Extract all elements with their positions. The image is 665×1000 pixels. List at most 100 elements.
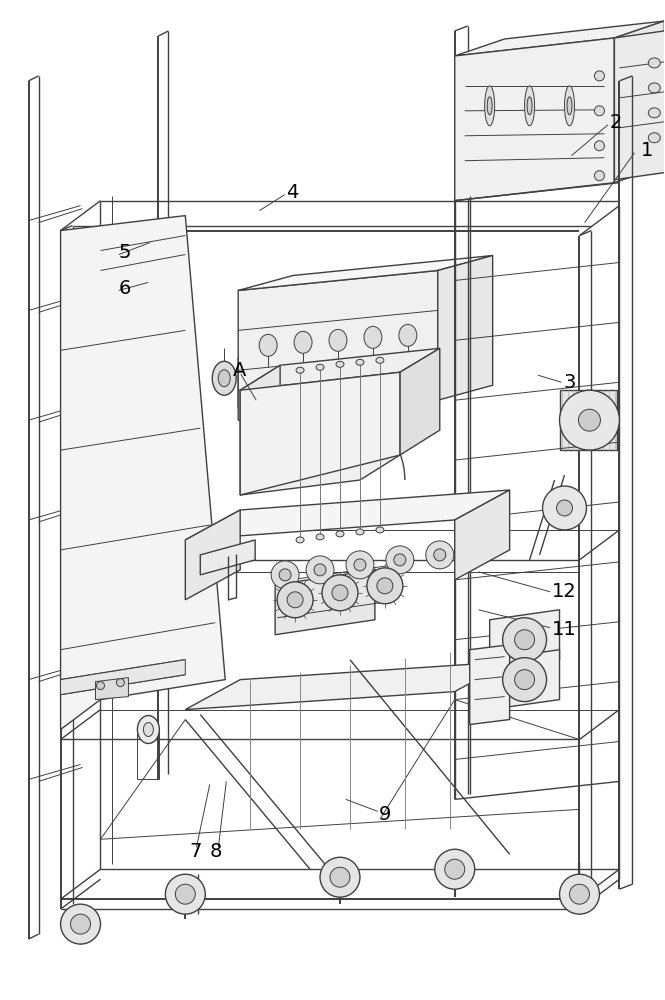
Circle shape [515, 670, 535, 690]
Polygon shape [238, 330, 333, 358]
Polygon shape [238, 270, 438, 420]
Ellipse shape [218, 370, 230, 387]
Polygon shape [455, 490, 509, 580]
Ellipse shape [648, 133, 660, 143]
Circle shape [595, 71, 604, 81]
Ellipse shape [138, 716, 160, 743]
Circle shape [386, 546, 414, 574]
Ellipse shape [485, 86, 495, 126]
Polygon shape [614, 26, 665, 180]
Circle shape [346, 551, 374, 579]
Polygon shape [240, 365, 280, 495]
Text: 7: 7 [190, 842, 202, 861]
Ellipse shape [525, 86, 535, 126]
Circle shape [271, 561, 299, 589]
Polygon shape [96, 678, 128, 700]
Polygon shape [186, 510, 240, 600]
Ellipse shape [144, 723, 154, 737]
Circle shape [569, 884, 589, 904]
Circle shape [320, 857, 360, 897]
Ellipse shape [259, 334, 277, 356]
Polygon shape [186, 662, 509, 710]
Polygon shape [240, 348, 440, 390]
Circle shape [426, 541, 454, 569]
Circle shape [595, 106, 604, 116]
Ellipse shape [543, 486, 587, 530]
Circle shape [445, 859, 465, 879]
Circle shape [277, 582, 313, 618]
Circle shape [116, 679, 124, 687]
Ellipse shape [527, 97, 532, 115]
Ellipse shape [648, 108, 660, 118]
Ellipse shape [565, 86, 575, 126]
Ellipse shape [296, 537, 304, 543]
Circle shape [96, 682, 104, 690]
Polygon shape [455, 21, 664, 56]
Text: 3: 3 [563, 373, 576, 392]
Polygon shape [469, 645, 509, 725]
Circle shape [332, 585, 348, 601]
Circle shape [595, 141, 604, 151]
Circle shape [435, 849, 475, 889]
Polygon shape [559, 390, 617, 450]
Circle shape [322, 575, 358, 611]
Ellipse shape [316, 364, 324, 370]
Text: 6: 6 [119, 279, 131, 298]
Circle shape [70, 914, 90, 934]
Polygon shape [275, 570, 375, 635]
Ellipse shape [648, 58, 660, 68]
Ellipse shape [487, 97, 492, 115]
Circle shape [314, 564, 326, 576]
Ellipse shape [648, 83, 660, 93]
Polygon shape [489, 650, 559, 710]
Ellipse shape [356, 529, 364, 535]
Polygon shape [438, 256, 493, 400]
Polygon shape [240, 455, 400, 495]
Ellipse shape [296, 367, 304, 373]
Ellipse shape [399, 324, 417, 346]
Polygon shape [186, 490, 509, 540]
Ellipse shape [329, 329, 347, 351]
Ellipse shape [316, 534, 324, 540]
Polygon shape [238, 256, 493, 290]
Circle shape [394, 554, 406, 566]
Ellipse shape [559, 390, 619, 450]
Circle shape [330, 867, 350, 887]
Polygon shape [614, 21, 664, 183]
Text: 9: 9 [379, 805, 391, 824]
Circle shape [287, 592, 303, 608]
Ellipse shape [557, 500, 573, 516]
Polygon shape [455, 38, 614, 201]
Ellipse shape [579, 409, 600, 431]
Ellipse shape [376, 357, 384, 363]
Circle shape [354, 559, 366, 571]
Text: 1: 1 [641, 141, 654, 160]
Ellipse shape [567, 97, 572, 115]
Polygon shape [489, 610, 559, 670]
Text: 11: 11 [551, 620, 577, 639]
Circle shape [166, 874, 205, 914]
Circle shape [279, 569, 291, 581]
Circle shape [306, 556, 334, 584]
Circle shape [503, 658, 547, 702]
Text: A: A [233, 361, 246, 380]
Ellipse shape [356, 359, 364, 365]
Circle shape [434, 549, 446, 561]
Polygon shape [61, 216, 225, 730]
Circle shape [377, 578, 393, 594]
Text: 2: 2 [610, 113, 622, 132]
Text: 12: 12 [551, 582, 577, 601]
Ellipse shape [364, 326, 382, 348]
Text: 4: 4 [286, 183, 299, 202]
Ellipse shape [336, 361, 344, 367]
Polygon shape [200, 540, 255, 575]
Circle shape [595, 171, 604, 181]
Polygon shape [400, 348, 440, 455]
Circle shape [559, 874, 599, 914]
Circle shape [61, 904, 100, 944]
Polygon shape [240, 372, 400, 495]
Ellipse shape [376, 527, 384, 533]
Text: 5: 5 [119, 243, 131, 262]
Circle shape [503, 618, 547, 662]
Polygon shape [318, 330, 333, 393]
